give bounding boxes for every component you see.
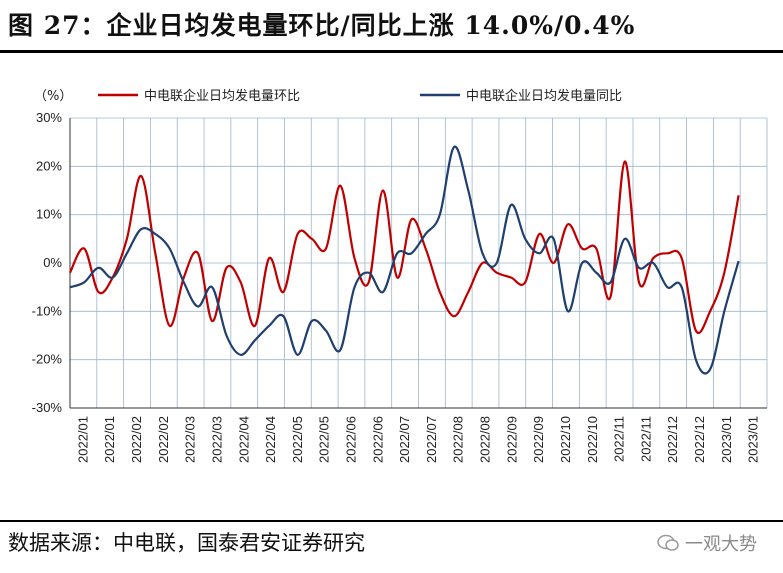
legend-label: 中电联企业日均发电量同比 <box>466 88 622 104</box>
x-tick-label: 2023/01 <box>746 416 761 463</box>
watermark-text: 一观大势 <box>685 534 757 555</box>
x-tick-label: 2022/03 <box>183 416 198 463</box>
x-tick-label: 2022/06 <box>343 416 358 463</box>
x-tick-label: 2022/05 <box>290 416 305 463</box>
x-tick-label: 2022/07 <box>397 416 412 463</box>
x-tick-label: 2022/02 <box>156 416 171 463</box>
source-note: 数据来源：中电联，国泰君安证券研究 <box>8 531 365 555</box>
x-tick-label: 2022/06 <box>370 416 385 463</box>
y-tick-label: 10% <box>36 207 62 222</box>
x-tick-label: 2022/02 <box>129 416 144 463</box>
x-tick-label: 2022/04 <box>263 416 278 463</box>
x-tick-label: 2022/12 <box>665 416 680 463</box>
source-rule <box>0 520 783 522</box>
series-line-yoy <box>69 145 740 375</box>
y-unit-label: （%） <box>34 89 72 104</box>
x-tick-label: 2022/05 <box>317 416 332 463</box>
y-tick-label: 20% <box>36 158 62 173</box>
watermark: 一观大势 <box>657 530 757 556</box>
title-rule <box>0 50 783 53</box>
x-tick-label: 2022/09 <box>531 416 546 463</box>
x-tick-label: 2022/07 <box>424 416 439 463</box>
x-tick-label: 2022/01 <box>102 416 117 463</box>
x-tick-label: 2022/01 <box>75 416 90 463</box>
x-tick-label: 2022/08 <box>451 416 466 463</box>
x-tick-label: 2022/11 <box>638 416 653 462</box>
y-tick-label: -10% <box>32 303 63 318</box>
figure-title: 图 27：企业日均发电量环比/同比上涨 14.0%/0.4% <box>8 11 636 40</box>
x-tick-label: 2023/01 <box>719 416 734 463</box>
x-tick-label: 2022/10 <box>558 416 573 463</box>
x-tick-label: 2022/03 <box>209 416 224 463</box>
x-tick-label: 2022/10 <box>585 416 600 463</box>
line-chart: -30% -20% -10% 0% 10% 20% 30% 2022/01 2022/01 202… <box>32 88 768 463</box>
x-tick-label: 2022/04 <box>236 416 251 463</box>
y-tick-label: 30% <box>36 110 62 125</box>
y-tick-label: -20% <box>32 352 63 367</box>
x-tick-label: 2022/08 <box>478 416 493 463</box>
x-tick-label: 2022/09 <box>504 416 519 463</box>
wechat-icon <box>657 534 679 551</box>
x-tick-label: 2022/11 <box>612 416 627 462</box>
y-tick-label: 0% <box>43 255 62 270</box>
legend-label: 中电联企业日均发电量环比 <box>144 88 300 104</box>
x-tick-label: 2022/12 <box>692 416 707 463</box>
y-tick-label: -30% <box>32 400 63 415</box>
